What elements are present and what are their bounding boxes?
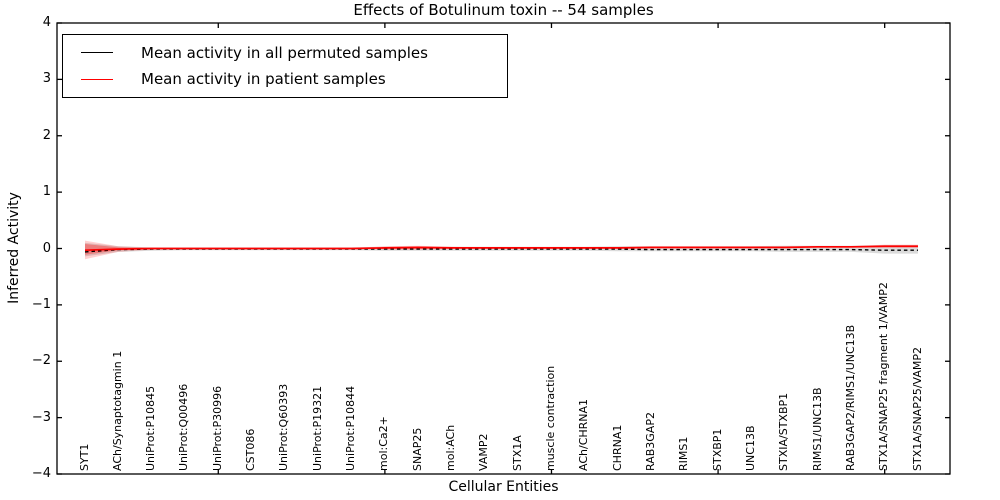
x-category-label: STX1A/SNAP25 fragment 1/VAMP2 [877, 282, 891, 471]
x-category-label: RAB3GAP2/RIMS1/UNC13B [843, 324, 857, 471]
series-line-patient [84, 245, 918, 252]
y-tick-label: 1 [42, 184, 51, 200]
y-tick-label: 0 [42, 240, 51, 256]
x-category-label: UniProt:P30996 [210, 385, 224, 471]
x-axis-title: Cellular Entities [448, 479, 559, 495]
x-category-label: SYT1 [77, 443, 91, 471]
y-tick-label: −2 [31, 353, 51, 369]
x-category-label: muscle contraction [543, 365, 557, 471]
x-category-label: UniProt:Q00496 [177, 383, 191, 471]
x-category-label: STXIA/STXBP1 [777, 392, 791, 471]
y-tick-label: −3 [31, 409, 51, 425]
x-category-label: ACh/Synaptotagmin 1 [110, 350, 124, 471]
x-category-label: mol:ACh [444, 424, 458, 471]
x-category-label: RAB3GAP2 [643, 412, 657, 471]
x-category-label: UniProt:P10845 [144, 385, 158, 471]
x-category-label: UniProt:Q60393 [277, 383, 291, 471]
x-category-label: CST086 [244, 428, 258, 471]
x-category-label: STXBP1 [710, 428, 724, 471]
y-tick-label: 2 [42, 127, 51, 143]
x-category-label: STX1A/SNAP25/VAMP2 [910, 346, 924, 471]
legend: Mean activity in all permuted samples Me… [62, 34, 508, 98]
y-tick-label: 4 [42, 15, 51, 30]
legend-entry-permuted: Mean activity in all permuted samples [63, 44, 507, 62]
legend-entry-patient: Mean activity in patient samples [63, 70, 507, 88]
x-category-label: RIMS1/UNC13B [810, 387, 824, 471]
y-tick-label: −1 [31, 296, 51, 312]
x-category-label: SNAP25 [410, 427, 424, 471]
x-category-label: mol:Ca2+ [377, 416, 391, 471]
legend-line-swatch-red [81, 78, 113, 80]
y-tick-label: 3 [42, 71, 51, 87]
x-category-label: ACh/CHRNA1 [577, 398, 591, 471]
x-category-label: VAMP2 [477, 433, 491, 471]
legend-line-swatch-black [81, 52, 113, 54]
y-tick-label: −4 [31, 466, 51, 481]
x-category-label: UniProt:P19321 [310, 385, 324, 471]
chart-title: Effects of Botulinum toxin -- 54 samples [353, 1, 654, 19]
x-category-label: RIMS1 [677, 436, 691, 471]
legend-label-patient: Mean activity in patient samples [141, 70, 386, 89]
legend-label-permuted: Mean activity in all permuted samples [141, 43, 428, 62]
x-category-label: STX1A [510, 435, 524, 471]
x-category-label: UniProt:P10844 [344, 385, 358, 471]
x-category-label: UNC13B [743, 425, 757, 471]
x-category-label: CHRNA1 [610, 424, 624, 471]
